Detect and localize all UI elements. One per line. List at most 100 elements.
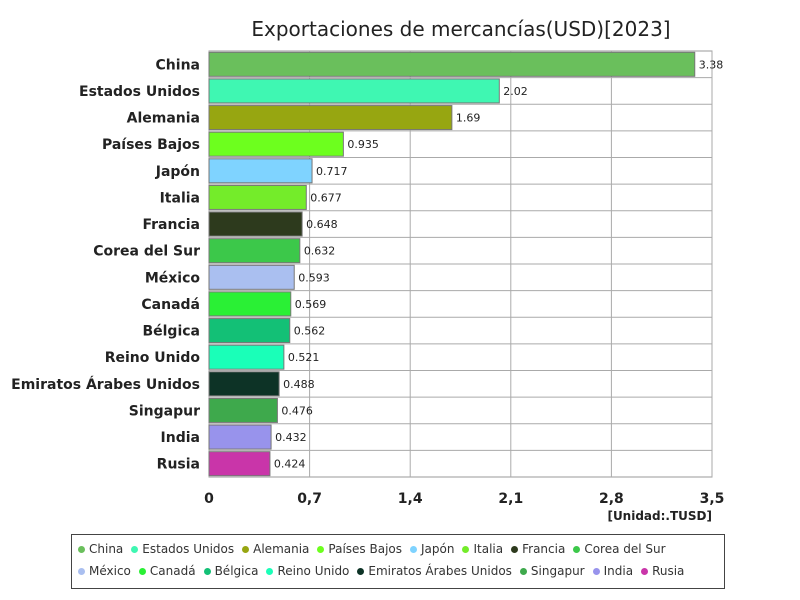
bar xyxy=(208,238,301,264)
legend-entry[interactable]: Alemania xyxy=(242,541,309,557)
legend-label: Canadá xyxy=(149,564,196,578)
value-label: 0.717 xyxy=(316,165,348,178)
bar xyxy=(208,371,280,397)
value-label: 0.488 xyxy=(283,378,315,391)
legend-label: Alemania xyxy=(253,542,310,556)
legend-label: México xyxy=(89,564,131,578)
legend-entry[interactable]: Rusia xyxy=(641,563,684,579)
value-label: 0.476 xyxy=(281,404,313,417)
x-tick-label: 2,8 xyxy=(599,491,624,507)
value-label: 0.562 xyxy=(294,325,326,338)
legend-label: Francia xyxy=(522,542,566,556)
legend-label: Corea del Sur xyxy=(584,542,666,556)
value-label: 3.38 xyxy=(699,58,724,71)
bar xyxy=(208,424,272,450)
legend-entry[interactable]: India xyxy=(592,563,633,579)
category-label: Alemania xyxy=(127,111,200,127)
legend-label: Emiratos Árabes Unidos xyxy=(368,564,512,578)
value-label: 0.521 xyxy=(288,351,320,364)
legend-swatch xyxy=(203,567,211,575)
legend-entry[interactable]: México xyxy=(78,563,131,579)
x-tick-label: 0 xyxy=(204,491,214,507)
legend-entry[interactable]: Canadá xyxy=(138,563,196,579)
legend-swatch xyxy=(573,545,581,553)
category-label: México xyxy=(145,270,201,286)
legend-label: China xyxy=(89,542,124,556)
legend: China Estados Unidos Alemania Países Bajos J… xyxy=(71,534,725,589)
value-label: 0.432 xyxy=(275,431,307,444)
value-label: 0.593 xyxy=(298,271,330,284)
category-labels: China Estados Unidos Alemania Países Bajos J… xyxy=(11,57,200,472)
legend-label: Países Bajos xyxy=(328,542,403,556)
bar xyxy=(208,158,313,184)
legend-entry[interactable]: Emiratos Árabes Unidos xyxy=(357,563,512,579)
legend-swatch xyxy=(511,545,519,553)
category-label: Italia xyxy=(160,190,200,206)
legend-swatch xyxy=(410,545,418,553)
bar xyxy=(208,344,285,370)
bar-chart-svg: Exportaciones de mercancías(USD)[2023] C… xyxy=(11,17,724,523)
bars xyxy=(208,51,696,477)
category-label: Canadá xyxy=(141,297,200,313)
category-label: China xyxy=(156,57,200,73)
legend-label: Reino Unido xyxy=(277,564,350,578)
legend-entry[interactable]: Reino Unido xyxy=(266,563,349,579)
legend-entry[interactable]: Francia xyxy=(511,541,565,557)
bar xyxy=(208,131,344,157)
category-label: Estados Unidos xyxy=(79,84,200,100)
bar xyxy=(208,51,696,77)
chart-title: Exportaciones de mercancías(USD)[2023] xyxy=(251,17,670,41)
legend-swatch xyxy=(641,567,649,575)
legend-swatch xyxy=(242,545,250,553)
legend-entry[interactable]: Estados Unidos xyxy=(131,541,234,557)
legend-label: Estados Unidos xyxy=(142,542,235,556)
bar xyxy=(208,78,500,104)
x-tick-label: 1,4 xyxy=(398,491,423,507)
legend-label: Italia xyxy=(473,542,504,556)
legend-entry[interactable]: China xyxy=(78,541,123,557)
legend-swatch xyxy=(138,567,146,575)
legend-swatch xyxy=(78,545,85,553)
legend-swatch xyxy=(592,567,600,575)
legend-swatch xyxy=(519,567,527,575)
category-label: Reino Unido xyxy=(105,350,201,366)
x-axis-tick-labels: 0 0,7 1,4 2,1 2,8 3,5 xyxy=(204,491,724,507)
legend-swatch xyxy=(266,567,274,575)
bar xyxy=(208,291,292,317)
value-label: 0.677 xyxy=(310,191,342,204)
value-label: 2.02 xyxy=(503,85,528,98)
value-label: 0.648 xyxy=(306,218,338,231)
legend-entry[interactable]: Países Bajos xyxy=(317,541,402,557)
bar xyxy=(208,264,295,290)
category-label: Japón xyxy=(155,164,200,180)
bar xyxy=(208,397,278,423)
value-label: 0.632 xyxy=(304,245,336,258)
x-tick-label: 2,1 xyxy=(498,491,523,507)
bar xyxy=(208,105,453,131)
legend-label: Japón xyxy=(421,542,455,556)
legend-label: Rusia xyxy=(652,564,685,578)
unit-label: [Unidad:.TUSD] xyxy=(607,509,712,523)
legend-entry[interactable]: Italia xyxy=(462,541,503,557)
legend-entry[interactable]: Corea del Sur xyxy=(573,541,666,557)
category-label: India xyxy=(161,430,200,446)
legend-swatch xyxy=(462,545,470,553)
legend-entry[interactable]: Bélgica xyxy=(203,563,259,579)
legend-swatch xyxy=(357,567,365,575)
category-label: Rusia xyxy=(157,457,200,473)
legend-label: Bélgica xyxy=(214,564,259,578)
legend-swatch xyxy=(317,545,325,553)
legend-swatch xyxy=(78,567,85,575)
legend-swatch xyxy=(131,545,139,553)
category-label: Singapur xyxy=(129,403,200,419)
value-label: 1.69 xyxy=(456,112,481,125)
value-label: 0.569 xyxy=(295,298,327,311)
bar xyxy=(208,211,303,237)
legend-entry[interactable]: Singapur xyxy=(519,563,585,579)
legend-label: Singapur xyxy=(530,564,585,578)
bar xyxy=(208,451,271,477)
bar xyxy=(208,184,307,210)
legend-entry[interactable]: Japón xyxy=(410,541,454,557)
category-label: Países Bajos xyxy=(102,137,200,153)
